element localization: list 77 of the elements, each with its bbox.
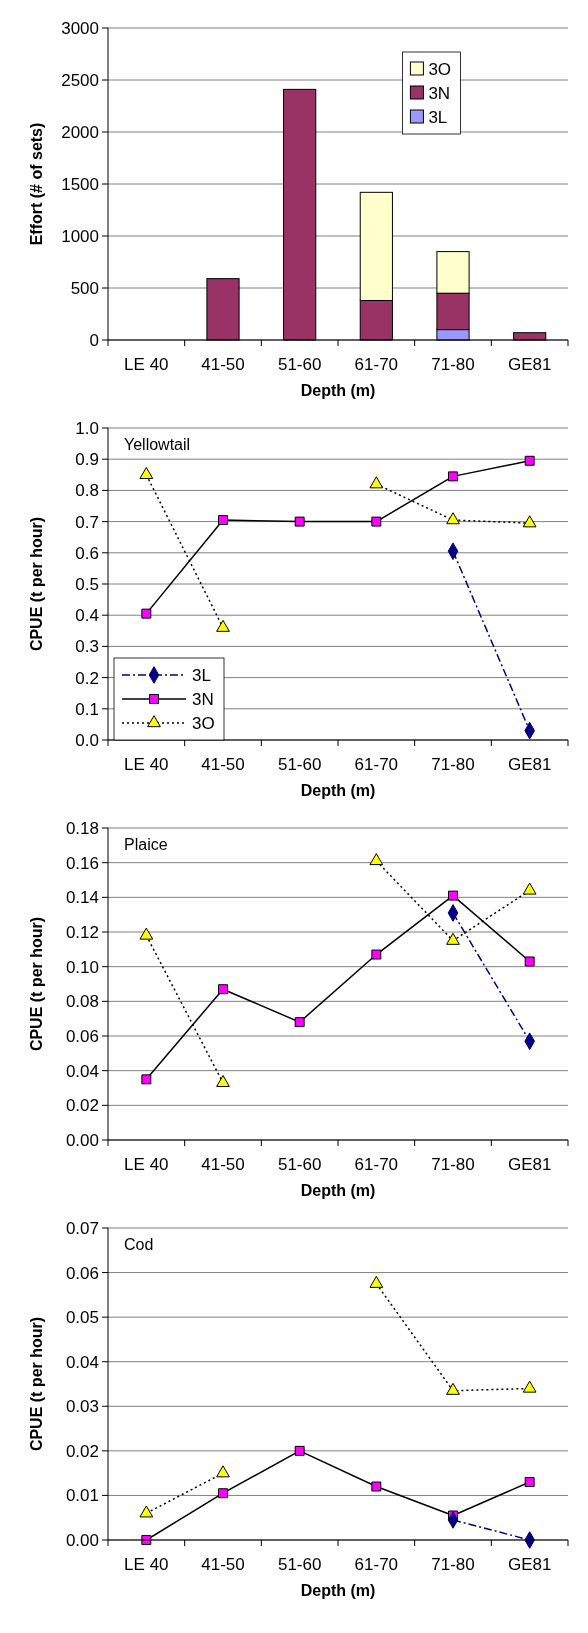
x-tick-label: LE 40: [124, 355, 169, 374]
x-tick-label: 61-70: [354, 755, 399, 774]
y-tick-label: 0.14: [65, 888, 99, 908]
text: Cod: [124, 1236, 154, 1253]
y-tick-label: 0.0: [75, 730, 99, 750]
x-axis-title: Depth (m): [300, 382, 376, 399]
y-tick-label: 3000: [61, 18, 99, 38]
y-tick-label: 0.06: [65, 1026, 99, 1046]
y-tick-label: 2000: [61, 122, 99, 142]
y-tick-label: 0.02: [65, 1096, 99, 1116]
y-tick-label: 0.8: [75, 481, 99, 501]
x-tick-label: 41-50: [201, 355, 245, 374]
x-tick-label: 41-50: [201, 1155, 245, 1174]
x-tick-label: GE81: [507, 755, 552, 774]
y-tick-label: 0.5: [75, 574, 99, 594]
y-tick-label: 0.9: [75, 450, 99, 470]
x-tick-label: 61-70: [354, 355, 399, 374]
y-axis-title: CPUE (t per hour): [28, 916, 45, 1052]
y-tick-label: 0.2: [75, 668, 99, 688]
y-tick-label: 1500: [61, 174, 99, 194]
y-tick-label: 0.4: [75, 606, 99, 626]
y-tick-label: 0: [89, 330, 99, 350]
x-tick-label: 71-80: [431, 755, 475, 774]
x-tick-label: LE 40: [124, 1155, 169, 1174]
legend-label: 3L: [428, 108, 448, 127]
y-tick-label: 0.05: [65, 1308, 99, 1328]
legend-label: 3N: [192, 690, 214, 709]
y-tick-label: 0.06: [65, 1263, 99, 1283]
text: Yellowtail: [124, 436, 191, 453]
x-tick-label: 51-60: [277, 755, 322, 774]
y-tick-label: 0.00: [65, 1530, 99, 1550]
y-tick-label: 0.04: [65, 1061, 99, 1081]
text: Plaice: [124, 836, 168, 853]
y-tick-label: 0.02: [65, 1441, 99, 1461]
x-tick-label: 51-60: [277, 1555, 322, 1574]
y-tick-label: 0.04: [65, 1352, 99, 1372]
y-tick-label: 0.7: [75, 512, 99, 532]
y-tick-label: 1.0: [75, 418, 99, 438]
x-tick-label: 61-70: [354, 1155, 399, 1174]
y-tick-label: 0.03: [65, 1397, 99, 1417]
x-tick-label: 71-80: [431, 1155, 475, 1174]
x-axis-title: Depth (m): [300, 1582, 376, 1599]
y-tick-label: 500: [70, 278, 99, 298]
y-tick-label: 0.10: [65, 957, 99, 977]
y-tick-label: 0.6: [75, 543, 99, 563]
x-tick-label: 51-60: [277, 1155, 322, 1174]
legend-label: 3N: [428, 84, 451, 103]
x-tick-label: LE 40: [124, 1555, 169, 1574]
x-tick-label: 41-50: [201, 755, 245, 774]
y-tick-label: 0.12: [65, 922, 99, 942]
y-tick-label: 0.18: [65, 818, 99, 838]
legend-label: 3L: [192, 666, 211, 685]
y-tick-label: 0.1: [75, 699, 99, 719]
x-tick-label: 41-50: [201, 1555, 245, 1574]
x-axis-title: Depth (m): [300, 1182, 376, 1199]
y-axis-title: CPUE (t per hour): [28, 516, 45, 652]
y-tick-label: 2500: [61, 70, 99, 90]
x-tick-label: 51-60: [277, 355, 322, 374]
legend-label: 3O: [192, 714, 215, 733]
legend-label: 3O: [428, 60, 452, 79]
y-tick-label: 0.00: [65, 1130, 99, 1150]
y-axis-title: Effort (# of sets): [28, 122, 45, 246]
y-tick-label: 0.01: [65, 1486, 99, 1506]
y-tick-label: 1000: [61, 226, 99, 246]
x-tick-label: GE81: [507, 355, 552, 374]
y-tick-label: 0.07: [65, 1218, 99, 1238]
y-tick-label: 0.16: [65, 853, 99, 873]
y-axis-title: CPUE (t per hour): [28, 1316, 45, 1452]
y-tick-label: 0.3: [75, 637, 99, 657]
x-tick-label: 61-70: [354, 1555, 399, 1574]
x-tick-label: 71-80: [431, 1555, 475, 1574]
y-tick-label: 0.08: [65, 992, 99, 1012]
x-tick-label: GE81: [507, 1155, 552, 1174]
x-tick-label: 71-80: [431, 355, 475, 374]
x-tick-label: GE81: [507, 1555, 552, 1574]
x-axis-title: Depth (m): [300, 782, 376, 799]
x-tick-label: LE 40: [124, 755, 169, 774]
